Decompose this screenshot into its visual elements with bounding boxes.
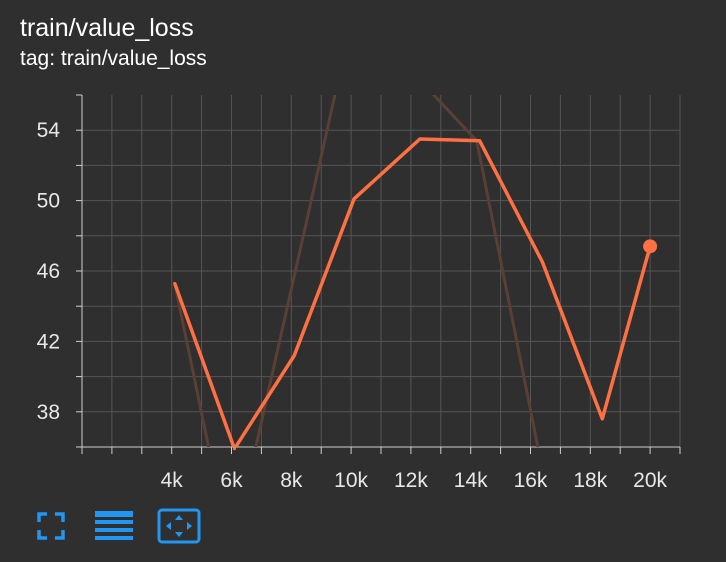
y-tick-label: 46 — [37, 260, 60, 283]
x-tick-label: 20k — [633, 469, 667, 492]
fullscreen-icon — [37, 512, 65, 540]
toggle-y-log-button[interactable] — [95, 509, 133, 543]
x-tick-label: 10k — [334, 469, 368, 492]
data-point — [418, 137, 422, 141]
y-tick-label: 54 — [37, 119, 61, 142]
line-chart: 4k 6k 8k 10k 12k 14k 16k 18k 20k 38 42 46 50 54 — [37, 94, 681, 492]
chart-title: train/value_loss — [20, 14, 194, 42]
y-tick-label: 50 — [37, 190, 60, 213]
x-tick-label: 4k — [161, 469, 184, 492]
last-point-marker — [643, 239, 658, 254]
x-tick-label: 14k — [454, 469, 488, 492]
chart-tag: tag: train/value_loss — [20, 47, 207, 70]
data-point — [352, 197, 356, 201]
y-tick-label: 42 — [37, 330, 60, 353]
toggle-y-log-icon — [95, 511, 133, 540]
raw-trace-line — [431, 95, 478, 142]
fit-domain-icon — [157, 508, 201, 544]
data-point — [232, 447, 236, 451]
data-point — [478, 139, 482, 143]
x-tick-label: 12k — [394, 469, 428, 492]
data-point — [173, 281, 177, 285]
raw-trace-line — [475, 140, 540, 447]
data-point — [540, 260, 544, 264]
x-tick-label: 8k — [280, 469, 303, 492]
fullscreen-button[interactable] — [36, 511, 66, 541]
data-point — [292, 353, 296, 357]
data-point — [600, 417, 604, 421]
x-tick-label: 16k — [514, 469, 548, 492]
raw-trace-line — [173, 283, 211, 447]
raw-trace-line — [254, 95, 337, 447]
y-tick-label: 38 — [37, 401, 60, 424]
x-tick-label: 6k — [220, 469, 243, 492]
x-tick-label: 18k — [573, 469, 607, 492]
series-line — [173, 137, 652, 447]
fit-domain-button[interactable] — [157, 508, 201, 544]
chart-toolbar — [36, 508, 201, 544]
